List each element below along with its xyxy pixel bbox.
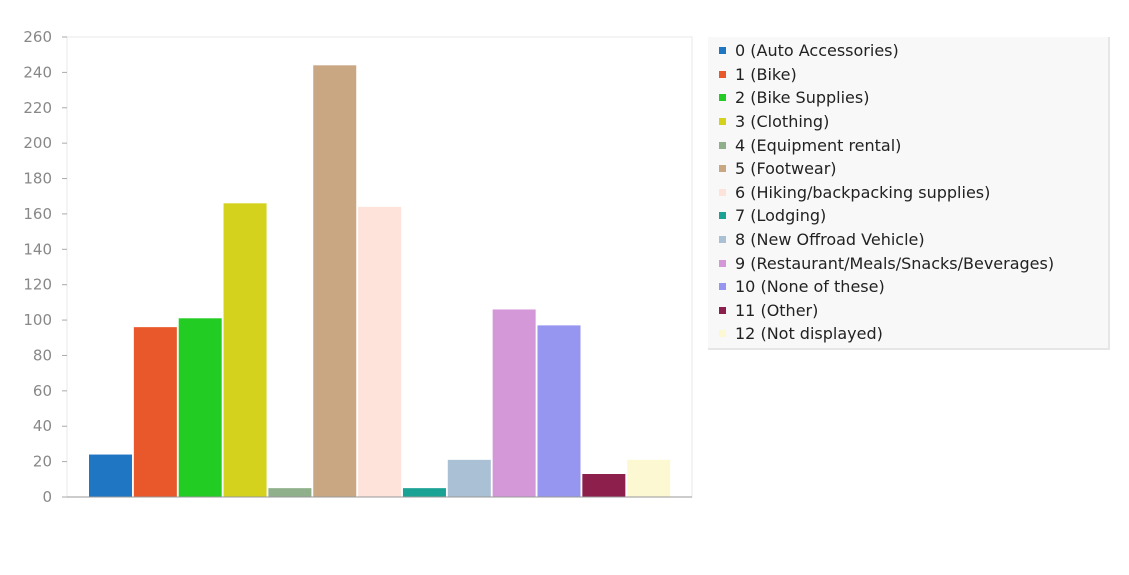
legend-swatch	[719, 306, 726, 314]
legend-label: 10 (None of these)	[735, 277, 885, 297]
legend-label: 6 (Hiking/backpacking supplies)	[735, 182, 991, 202]
bar-chart: 0 20 40 60 80 100 120 140 160 180 200 220 240 260	[23, 28, 693, 506]
legend-item[interactable]: 2 (Bike Supplies)	[708, 86, 1108, 110]
legend-swatch	[719, 118, 726, 126]
legend-label: 2 (Bike Supplies)	[735, 88, 870, 108]
bar-2[interactable]	[178, 318, 222, 497]
legend-label: 0 (Auto Accessories)	[735, 41, 899, 61]
y-tick-label: 40	[33, 417, 52, 435]
legend-label: 1 (Bike)	[735, 64, 797, 84]
legend: 0 (Auto Accessories) 1 (Bike) 2 (Bike Supp…	[708, 37, 1110, 350]
legend-label: 8 (New Offroad Vehicle)	[735, 230, 925, 250]
legend-item[interactable]: 0 (Auto Accessories)	[708, 39, 1108, 63]
legend-label: 3 (Clothing)	[735, 112, 830, 132]
bar-9[interactable]	[492, 309, 536, 497]
legend-swatch	[719, 259, 726, 267]
y-tick-label: 240	[23, 63, 52, 81]
legend-swatch	[719, 165, 726, 173]
bar-11[interactable]	[582, 474, 626, 497]
legend-label: 12 (Not displayed)	[735, 324, 883, 344]
bar-12[interactable]	[627, 459, 671, 497]
bar-series	[89, 65, 671, 497]
y-tick-label: 0	[42, 488, 52, 506]
legend-swatch	[719, 212, 726, 220]
y-axis: 0 20 40 60 80 100 120 140 160 180 200 220 240 260	[23, 28, 67, 506]
y-tick-label: 60	[33, 382, 52, 400]
y-tick-label: 20	[33, 453, 52, 471]
y-tick-label: 220	[23, 99, 52, 117]
legend-item[interactable]: 3 (Clothing)	[708, 110, 1108, 134]
legend-label: 11 (Other)	[735, 300, 819, 320]
bar-5[interactable]	[313, 65, 357, 497]
y-tick-label: 180	[23, 170, 52, 188]
legend-item[interactable]: 9 (Restaurant/Meals/Snacks/Beverages)	[708, 251, 1108, 275]
legend-swatch	[719, 236, 726, 244]
legend-item[interactable]: 5 (Footwear)	[708, 157, 1108, 181]
y-tick-label: 140	[23, 240, 52, 258]
bar-0[interactable]	[89, 454, 132, 497]
y-tick-label: 80	[33, 346, 52, 364]
y-tick-label: 120	[23, 276, 52, 294]
legend-swatch	[719, 94, 726, 102]
legend-swatch	[719, 330, 726, 338]
legend-label: 4 (Equipment rental)	[735, 135, 902, 155]
bar-7[interactable]	[402, 488, 446, 497]
legend-swatch	[719, 188, 726, 196]
legend-label: 5 (Footwear)	[735, 159, 837, 179]
y-tick-label: 260	[23, 28, 52, 46]
bar-10[interactable]	[537, 325, 581, 497]
legend-item[interactable]: 1 (Bike)	[708, 63, 1108, 87]
legend-label: 7 (Lodging)	[735, 206, 827, 226]
y-tick-label: 160	[23, 205, 52, 223]
y-tick-label: 100	[23, 311, 52, 329]
bar-8[interactable]	[447, 459, 491, 497]
bar-6[interactable]	[358, 206, 402, 497]
legend-item[interactable]: 6 (Hiking/backpacking supplies)	[708, 181, 1108, 205]
legend-swatch	[719, 141, 726, 149]
legend-label: 9 (Restaurant/Meals/Snacks/Beverages)	[735, 253, 1055, 273]
bar-3[interactable]	[223, 203, 267, 497]
legend-item[interactable]: 4 (Equipment rental)	[708, 133, 1108, 157]
legend-swatch	[719, 283, 726, 291]
legend-item[interactable]: 7 (Lodging)	[708, 204, 1108, 228]
legend-swatch	[719, 47, 726, 55]
bar-4[interactable]	[268, 488, 312, 497]
legend-item[interactable]: 8 (New Offroad Vehicle)	[708, 228, 1108, 252]
bar-1[interactable]	[133, 327, 177, 497]
legend-item[interactable]: 11 (Other)	[708, 299, 1108, 323]
legend-item[interactable]: 10 (None of these)	[708, 275, 1108, 299]
y-tick-label: 200	[23, 134, 52, 152]
legend-swatch	[719, 70, 726, 78]
legend-item[interactable]: 12 (Not displayed)	[708, 322, 1108, 346]
